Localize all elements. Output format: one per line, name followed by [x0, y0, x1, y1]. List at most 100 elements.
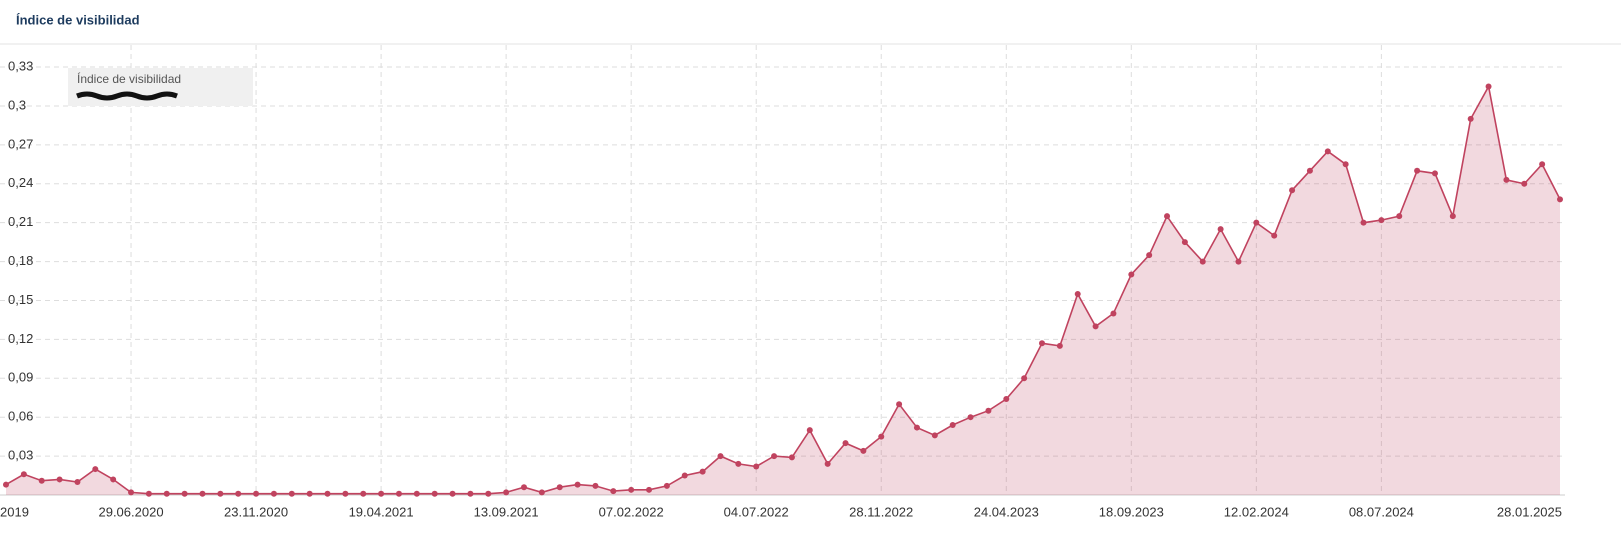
x-tick-label: 12.02.2024 [1224, 504, 1289, 519]
point [1003, 396, 1010, 403]
point [753, 463, 760, 470]
point [1449, 213, 1456, 220]
point [556, 484, 563, 491]
point [1539, 161, 1546, 168]
point [467, 490, 474, 497]
point [538, 489, 545, 496]
legend-label: Índice de visibilidad [77, 71, 181, 86]
point [449, 490, 456, 497]
point [1074, 290, 1081, 297]
point [771, 453, 778, 460]
point [1128, 271, 1135, 278]
chart-title: Índice de visibilidad [16, 12, 140, 27]
point [163, 490, 170, 497]
point [217, 490, 224, 497]
point [485, 490, 492, 497]
y-tick-label: 0,18 [8, 253, 33, 268]
line [5, 84, 1561, 495]
point [360, 490, 367, 497]
point [395, 490, 402, 497]
y-tick-label: 0,3 [8, 97, 26, 112]
point [521, 484, 527, 491]
y-tick-label: 0,33 [8, 58, 33, 73]
point [646, 486, 653, 493]
point [1253, 219, 1260, 226]
area-fill [6, 86, 1560, 495]
point [1235, 258, 1242, 265]
x-tick-label: 07.02.2022 [599, 504, 664, 519]
point [181, 490, 188, 497]
point [1342, 161, 1349, 168]
point [1181, 239, 1188, 246]
point [1378, 217, 1385, 224]
point [842, 440, 849, 447]
y-tick-label: 0,06 [8, 409, 33, 424]
point [199, 490, 206, 497]
point [145, 490, 152, 497]
point [324, 490, 331, 497]
point [592, 482, 599, 489]
point [1396, 213, 1403, 220]
point [1414, 167, 1421, 174]
point [110, 476, 117, 483]
point [1092, 323, 1099, 330]
point [503, 489, 510, 496]
y-tick-label: 0,03 [8, 448, 33, 463]
point [985, 407, 992, 414]
point [1021, 375, 1028, 382]
point [92, 466, 99, 473]
point [717, 453, 724, 460]
point [610, 488, 617, 495]
x-tick-label: 2019 [0, 504, 29, 519]
point [1271, 232, 1278, 239]
point [1056, 342, 1063, 349]
point [1217, 226, 1224, 233]
x-tick-label: 29.06.2020 [98, 504, 163, 519]
point [342, 490, 349, 497]
point [413, 490, 420, 497]
point [253, 490, 260, 497]
x-tick-label: 18.09.2023 [1099, 504, 1164, 519]
legend-box [68, 68, 253, 106]
point [699, 468, 706, 475]
point [1146, 252, 1153, 259]
plot: 0,03 0,06 0,09 0,12 0,15 0,18 0,21 0,24 0,27 0,3 0… [0, 45, 1565, 519]
point [878, 433, 885, 440]
x-tick-label: 13.09.2021 [474, 504, 539, 519]
y-tick-label: 0,27 [8, 136, 33, 151]
point [860, 447, 867, 454]
point [1557, 196, 1563, 203]
point [1289, 187, 1296, 194]
x-tick-label: 28.01.2025 [1497, 504, 1562, 519]
point [1503, 176, 1510, 183]
point [1431, 170, 1438, 177]
point [1467, 115, 1474, 122]
x-tick-label: 08.07.2024 [1349, 504, 1414, 519]
point [1324, 148, 1331, 155]
y-tick-label: 0,15 [8, 292, 33, 307]
x-tick-label: 19.04.2021 [349, 504, 414, 519]
y-tick-label: 0,12 [8, 331, 33, 346]
point [288, 490, 295, 497]
point [1164, 213, 1171, 220]
point [1039, 340, 1045, 347]
point [949, 421, 956, 428]
x-tick-label: 23.11.2020 [224, 504, 288, 519]
point [1521, 180, 1528, 187]
x-tick-label: 24.04.2023 [974, 504, 1039, 519]
point [1360, 219, 1367, 226]
point [1199, 258, 1206, 265]
redacted-domain [76, 91, 178, 101]
point [574, 481, 581, 488]
point [967, 414, 974, 421]
point [306, 490, 313, 497]
point [931, 432, 938, 439]
x-tick-label: 28.11.2022 [849, 504, 913, 519]
point [788, 454, 795, 461]
y-tick-label: 0,21 [8, 214, 33, 229]
point [270, 490, 277, 497]
point [896, 401, 903, 408]
point [913, 424, 920, 431]
